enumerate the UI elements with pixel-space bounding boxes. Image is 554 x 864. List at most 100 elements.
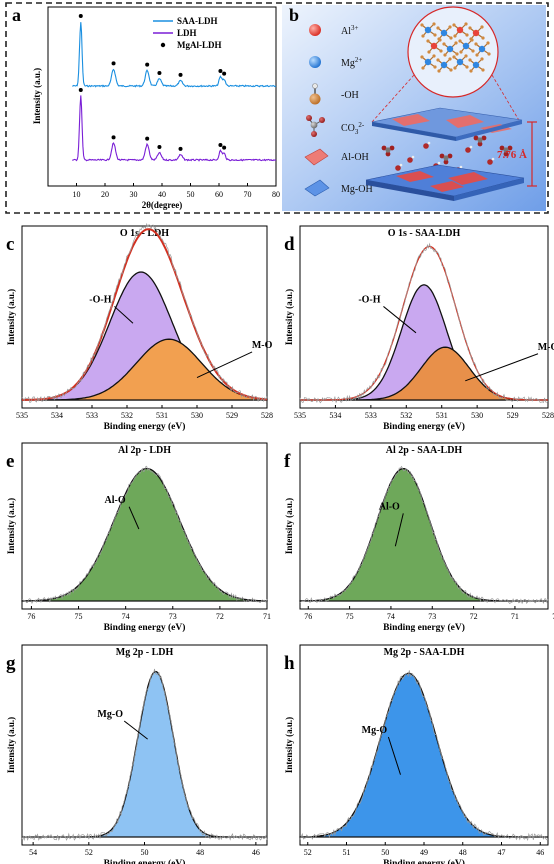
x-tick-label: 531 (156, 411, 168, 420)
mgal-ldh-marker (111, 135, 116, 140)
oxygen-atom (459, 50, 463, 54)
legend-hydroxyl: -OH (341, 90, 359, 101)
a-x-tick-label: 80 (272, 190, 280, 199)
carbonate-ion (473, 135, 487, 147)
peak-annotation: -O-H (89, 294, 111, 305)
x-tick-label: 528 (261, 411, 273, 420)
panel-title: Mg 2p - LDH (116, 647, 174, 658)
peak-annotation: M-O (538, 342, 554, 353)
x-tick-label: 533 (86, 411, 98, 420)
panel-d: d O 1s - SAA-LDH Intensity (a.u.) Binding e… (284, 225, 554, 432)
x-tick-label: 73 (169, 612, 177, 621)
mgal-ldh-marker (78, 14, 83, 18)
panel-a-plot-frame (47, 6, 277, 187)
oxygen-atom (433, 65, 437, 69)
hydroxyl-ion (407, 155, 415, 163)
panel-g: g Mg 2p - LDH Intensity (a.u.) Binding ener… (6, 644, 268, 864)
mgal-ldh-peak-markers (78, 14, 227, 151)
annotation-leader (465, 353, 539, 382)
annotation-leader (128, 506, 140, 530)
panel-b-letter: b (289, 5, 299, 25)
mg-atom (440, 61, 448, 69)
panel-h: h Mg 2p - SAA-LDH Intensity (a.u.) Binding … (284, 644, 549, 864)
x-tick-label: 50 (141, 848, 149, 857)
a-x-tick-label: 10 (73, 190, 81, 199)
mg-atom (462, 42, 470, 50)
oxygen-atom (480, 57, 484, 61)
x-tick-label: 75 (346, 612, 354, 621)
y-axis-label: Intensity (a.u.) (284, 498, 294, 554)
x-tick-label: 76 (27, 612, 35, 621)
panel-a: a Intensity (a.u.) 2θ(degree) 10 20 30 40 50… (12, 5, 280, 210)
panel-title: O 1s - LDH (120, 228, 169, 239)
carbonate-ion (381, 145, 395, 157)
upper-ldh-layer (371, 107, 523, 141)
y-axis-label: Intensity (a.u.) (284, 289, 294, 345)
x-tick-label: 48 (196, 848, 204, 857)
annotation-leader (123, 720, 148, 740)
legend-mg-oh: Mg-OH (341, 184, 373, 195)
x-tick-label: 529 (226, 411, 238, 420)
panel-letter: d (284, 234, 295, 255)
x-axis-label: Binding energy (eV) (383, 858, 465, 864)
oxygen-atom (486, 41, 490, 45)
ldh-line (72, 95, 277, 162)
oxygen-atom (436, 58, 440, 62)
saa-ldh-line (72, 22, 277, 88)
legend-mgal-ldh-marker (160, 42, 166, 48)
x-tick-label: 528 (542, 411, 554, 420)
oxygen-atom (464, 54, 468, 58)
x-tick-label: 71 (263, 612, 271, 621)
mgal-ldh-marker (78, 88, 83, 92)
oxygen-atom (437, 37, 441, 41)
x-tick-label: 52 (85, 848, 93, 857)
hydroxyl-ion (423, 141, 431, 149)
panel-c: c O 1s - LDH Intensity (a.u.) Binding energ… (6, 222, 273, 432)
interlayer-spacing-marker (527, 121, 537, 187)
al-atom (456, 26, 464, 34)
panel-letter: g (6, 653, 16, 674)
oxygen-atom (465, 33, 469, 37)
oxygen-atom (475, 53, 479, 57)
y-axis-label: Intensity (a.u.) (6, 717, 16, 773)
oxygen-atom (421, 66, 425, 70)
x-tick-label: 52 (304, 848, 312, 857)
oxygen-atom (474, 42, 478, 46)
al-atom (430, 42, 438, 50)
mgal-ldh-marker (222, 71, 227, 76)
panel-title: Mg 2p - SAA-LDH (384, 647, 465, 658)
oxygen-atom (465, 65, 469, 69)
legend-mgal-ldh-label: MgAl-LDH (177, 40, 222, 50)
oxygen-atom (471, 49, 475, 53)
a-x-tick-label: 40 (158, 190, 166, 199)
a-x-tick-label: 30 (130, 190, 138, 199)
annotation-leader (196, 351, 253, 379)
crystal-structure (420, 22, 491, 73)
zoom-line-left (371, 74, 415, 123)
oxygen-atom (449, 68, 453, 72)
interlayer-spacing-label: 7.76 Å (497, 149, 527, 161)
raw-spectrum (21, 465, 268, 605)
peak-annotation: -O-H (358, 294, 380, 305)
oxygen-atom (468, 58, 472, 62)
blue-sphere-icon (309, 56, 321, 68)
mgal-ldh-marker (178, 72, 183, 77)
oxygen-atom (421, 34, 425, 38)
x-axis-label: Binding energy (eV) (104, 421, 186, 432)
oxygen-atom (487, 52, 491, 56)
panel-a-ylabel: Intensity (a.u.) (32, 68, 42, 124)
carbonate-ion (439, 153, 453, 165)
mg-atom (446, 45, 454, 53)
oxygen-atom (443, 53, 447, 57)
mgal-ldh-marker (157, 144, 162, 149)
peak-annotation: Al-O (105, 495, 126, 506)
oxygen-atom (452, 55, 456, 59)
mg-atom (478, 45, 486, 53)
y-axis-label: Intensity (a.u.) (6, 498, 16, 554)
carbonate-ion (499, 145, 513, 157)
mg-atom (472, 61, 480, 69)
panel-title: Al 2p - LDH (118, 445, 171, 456)
x-axis-label: Binding energy (eV) (104, 858, 186, 864)
raw-spectrum (21, 222, 268, 404)
